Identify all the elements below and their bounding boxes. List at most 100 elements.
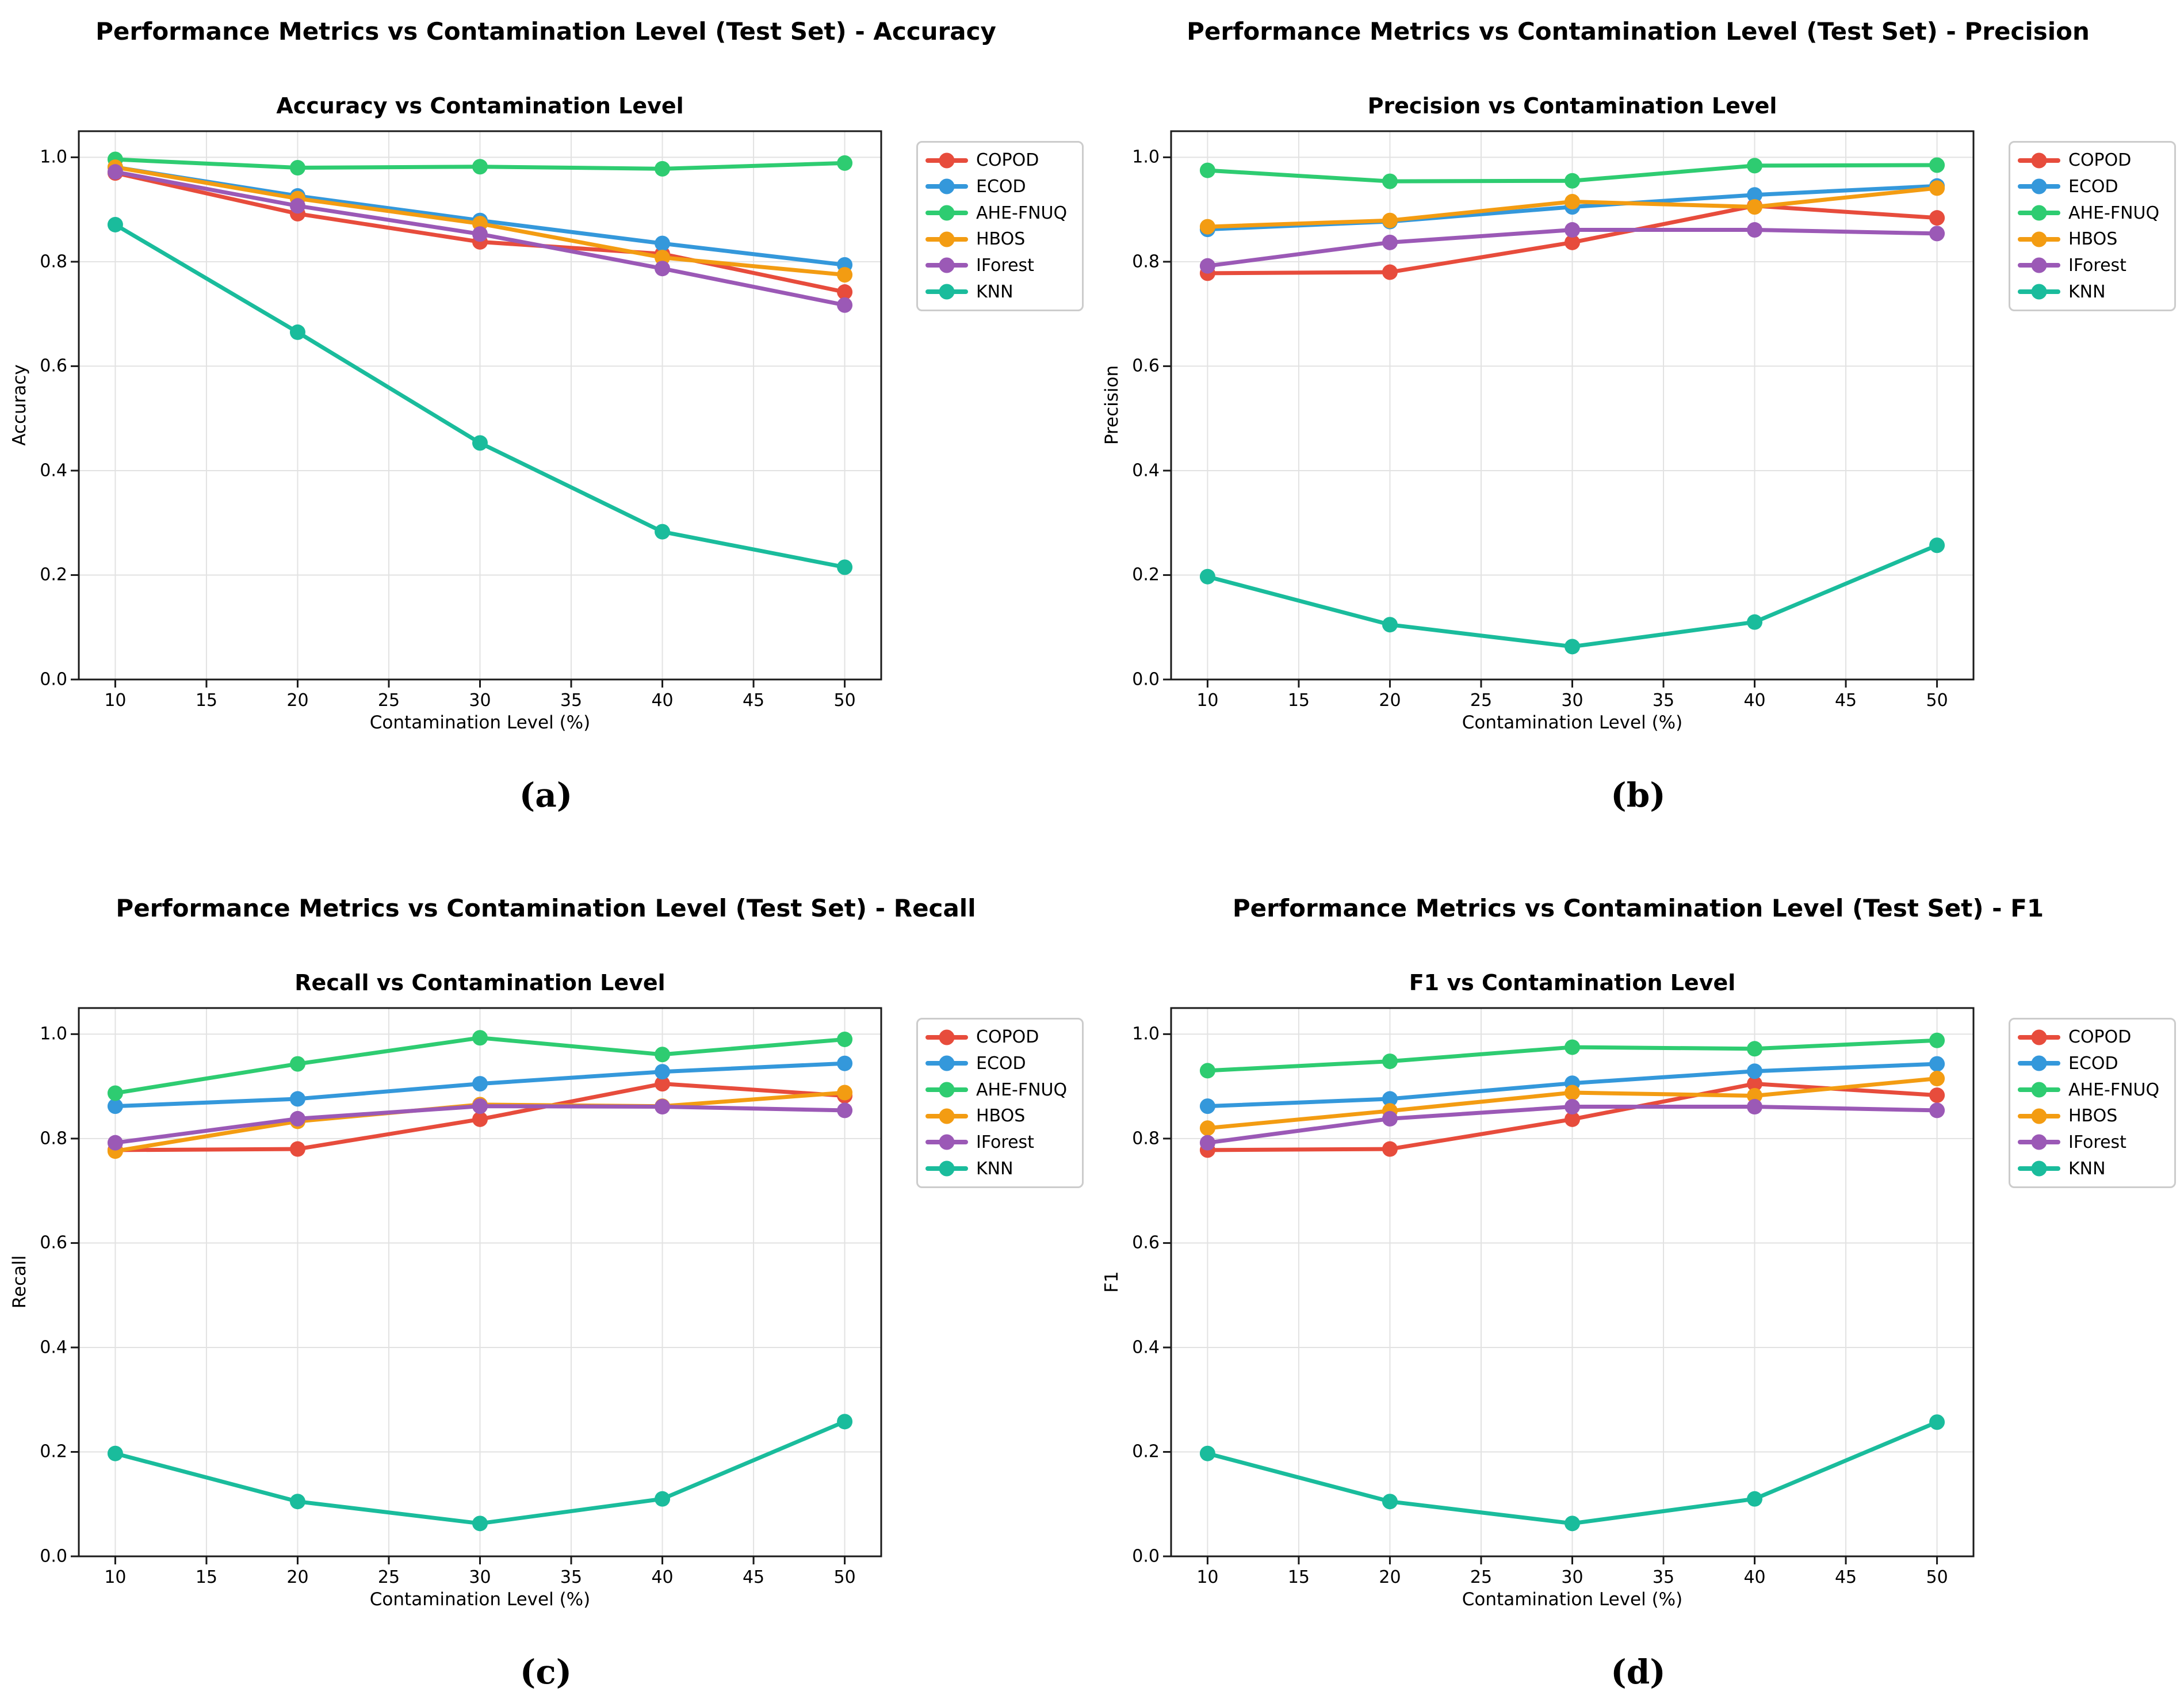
data-point-AHE-FNUQ-50 [837,155,853,171]
legend-dot-icon [2031,1134,2047,1150]
legend-item-AHE-FNUQ: AHE-FNUQ [918,1080,1082,1100]
legend-label: IForest [976,255,1034,276]
data-point-HBOS-50 [1929,180,1945,196]
data-point-KNN-50 [1929,1414,1945,1430]
data-point-COPOD-50 [1929,1087,1945,1104]
legend-dot-icon [2031,152,2047,169]
legend-label: HBOS [976,1106,1026,1127]
subplot-recall: Performance Metrics vs Contamination Lev… [0,877,1092,1695]
x-tick-label: 20 [286,690,309,711]
legend-dot-icon [939,1055,955,1071]
data-point-KNN-40 [1747,614,1763,630]
axes-title: F1 vs Contamination Level [1409,970,1736,995]
legend-marker-icon [2018,1108,2060,1124]
legend-dot-icon [939,152,955,169]
legend-item-COPOD: COPOD [2010,150,2174,170]
x-tick-label: 35 [1652,690,1675,711]
data-point-AHE-FNUQ-40 [655,161,671,177]
legend-label: ECOD [2068,1053,2118,1074]
x-tick-label: 40 [1743,690,1766,711]
data-point-KNN-40 [655,1491,671,1507]
legend-item-COPOD: COPOD [918,150,1082,170]
data-point-ECOD-10 [107,1098,123,1114]
figure-suptitle: Performance Metrics vs Contamination Lev… [1187,17,2090,45]
data-point-COPOD-50 [1929,210,1945,226]
data-point-COPOD-20 [1382,1141,1398,1157]
plot-canvas [71,1007,882,1564]
data-point-AHE-FNUQ-40 [1747,158,1763,174]
y-axis-label: Recall [9,1255,30,1309]
legend-label: KNN [976,1158,1013,1179]
data-point-AHE-FNUQ-50 [837,1031,853,1047]
legend-item-COPOD: COPOD [2010,1027,2174,1047]
legend: COPOD ECOD AHE-FNUQ HBOS IForest KNN [916,1018,1084,1188]
legend-label: COPOD [2068,150,2132,171]
data-point-IForest-10 [1199,258,1215,274]
legend-marker-icon [2018,1055,2060,1071]
plot-frame [1170,1007,1975,1557]
legend-dot-icon [939,178,955,194]
legend-dot-icon [2031,284,2047,300]
x-tick-label: 40 [1743,1567,1766,1587]
data-point-IForest-30 [472,1098,488,1114]
plot-frame [78,130,882,681]
legend-item-HBOS: HBOS [2010,1106,2174,1126]
legend-marker-icon [2018,1160,2060,1177]
y-tick-label: 0.4 [40,460,67,481]
data-point-AHE-FNUQ-40 [1747,1041,1763,1057]
legend-label: KNN [976,281,1013,302]
data-point-KNN-20 [1382,617,1398,633]
legend-dot-icon [939,1082,955,1098]
legend-dot-icon [2031,205,2047,221]
y-tick-label: 1.0 [40,1024,67,1044]
data-point-AHE-FNUQ-50 [1929,157,1945,173]
legend-item-IForest: IForest [918,1132,1082,1152]
legend-label: ECOD [976,1053,1026,1074]
x-tick-label: 40 [651,690,674,711]
legend-marker-icon [925,178,968,194]
legend-dot-icon [2031,257,2047,273]
y-tick-label: 0.2 [1132,1441,1160,1462]
x-tick-label: 30 [1561,690,1584,711]
legend-item-HBOS: HBOS [918,229,1082,249]
legend-marker-icon [925,1108,968,1124]
axes-title: Precision vs Contamination Level [1367,93,1777,119]
plot-frame [1170,130,1975,681]
y-tick-label: 0.4 [1132,1337,1160,1358]
data-point-ECOD-40 [1747,1063,1763,1079]
data-point-IForest-10 [107,1135,123,1151]
x-tick-label: 45 [742,690,765,711]
legend-marker-icon [2018,1082,2060,1098]
y-axis-label: Accuracy [9,364,30,446]
y-tick-label: 0.8 [1132,1128,1160,1149]
x-tick-label: 30 [1561,1567,1584,1587]
y-tick-label: 0.6 [40,356,67,376]
data-point-KNN-40 [655,524,671,540]
data-point-IForest-10 [1199,1135,1215,1151]
legend-dot-icon [2031,1055,2047,1071]
legend: COPOD ECOD AHE-FNUQ HBOS IForest KNN [916,141,1084,311]
legend-item-AHE-FNUQ: AHE-FNUQ [918,203,1082,223]
legend-label: AHE-FNUQ [2068,1079,2160,1100]
data-point-HBOS-50 [1929,1071,1945,1087]
data-point-AHE-FNUQ-30 [472,159,488,175]
legend-item-KNN: KNN [918,1159,1082,1179]
y-tick-label: 1.0 [1132,147,1160,167]
figure-suptitle: Performance Metrics vs Contamination Lev… [1232,894,2044,922]
legend-marker-icon [925,231,968,247]
x-tick-label: 15 [195,1567,218,1587]
data-point-ECOD-40 [655,1064,671,1080]
data-point-IForest-40 [655,1099,671,1115]
subplot-f1: Performance Metrics vs Contamination Lev… [1092,877,2184,1695]
x-tick-label: 10 [104,1567,127,1587]
legend-label: HBOS [976,229,1026,250]
legend-label: AHE-FNUQ [976,1079,1068,1100]
legend-marker-icon [2018,1134,2060,1150]
figure-suptitle: Performance Metrics vs Contamination Lev… [116,894,976,922]
data-point-KNN-30 [1565,1515,1580,1532]
data-point-IForest-30 [1565,1099,1580,1115]
axes-title: Recall vs Contamination Level [294,970,665,995]
data-point-COPOD-30 [1565,234,1580,250]
legend-item-AHE-FNUQ: AHE-FNUQ [2010,203,2174,223]
